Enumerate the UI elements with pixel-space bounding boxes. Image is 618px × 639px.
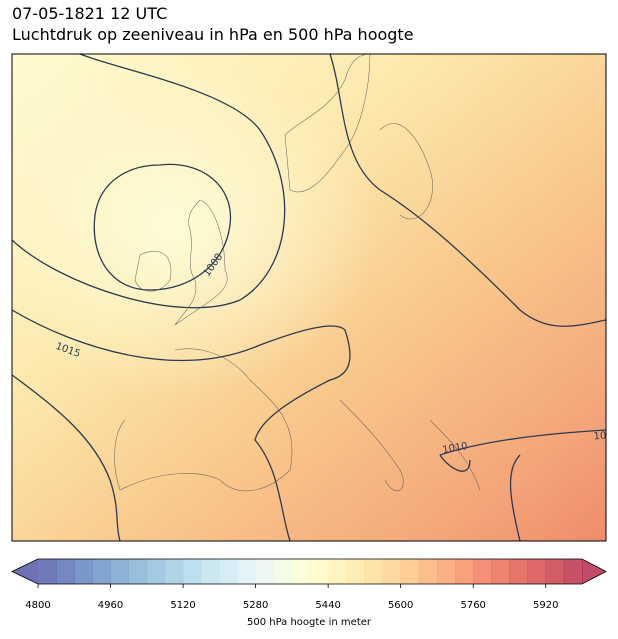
isobars: [12, 54, 606, 541]
colorbar-label: 500 hPa hoogte in meter: [247, 617, 372, 628]
colorbar-bin: [146, 559, 166, 584]
colorbar-bin: [346, 559, 365, 584]
title-line: 07-05-1821 12 UTC: [12, 4, 167, 23]
colorbar-tick-label: 5120: [170, 600, 195, 611]
isobar-label: 1010: [442, 441, 469, 456]
isobar-label: 10: [593, 430, 607, 442]
map: [12, 54, 606, 541]
colorbar-tick-label: 4960: [98, 600, 123, 611]
colorbar-bin: [418, 559, 438, 584]
colorbar-bin: [128, 559, 148, 584]
colorbar-bin: [563, 559, 583, 584]
colorbar: 4800 4960 5120 5280 5440 5600 5760 5920: [11, 558, 607, 611]
colorbar-tick-label: 5440: [315, 600, 340, 611]
colorbar-bin: [382, 559, 402, 584]
map-frame: [11, 53, 607, 542]
colorbar-bin: [273, 559, 293, 584]
colorbar-bin: [255, 559, 275, 584]
colorbar-bin: [455, 559, 474, 584]
colorbar-bin: [291, 559, 311, 584]
colorbar-bin: [38, 559, 57, 584]
colorbar-bin: [164, 559, 184, 584]
colorbar-bin: [92, 559, 111, 584]
colorbar-bin: [183, 559, 202, 584]
colorbar-bin: [310, 559, 329, 584]
colorbar-tick-label: 5280: [243, 600, 268, 611]
colorbar-tick-label: 4800: [25, 600, 50, 611]
colorbar-bin: [491, 559, 510, 584]
colorbar-bin: [527, 559, 547, 584]
colorbar-bin: [201, 559, 220, 584]
colorbar-bin: [74, 559, 93, 584]
colorbar-bin: [364, 559, 383, 584]
colorbar-bin: [473, 559, 492, 584]
colorbar-bin: [237, 559, 256, 584]
colorbar-bin: [545, 559, 565, 584]
colorbar-bin: [509, 559, 528, 584]
colorbar-outline: [11, 558, 607, 585]
colorbar-tick-label: 5920: [533, 600, 558, 611]
colorbar-extend-high: [582, 559, 606, 584]
colorbar-bin: [56, 559, 75, 584]
colorbar-bin: [328, 559, 347, 584]
colorbar-bin: [219, 559, 238, 584]
colorbar-tick-label: 5760: [460, 600, 485, 611]
colorbar-tick-label: 5600: [388, 600, 413, 611]
colorbar-bin: [110, 559, 130, 584]
colorbar-bin: [436, 559, 456, 584]
title-line: Luchtdruk op zeeniveau in hPa en 500 hPa…: [12, 25, 414, 44]
colorbar-extend-low: [12, 559, 38, 584]
colorbar-bin: [400, 559, 420, 584]
